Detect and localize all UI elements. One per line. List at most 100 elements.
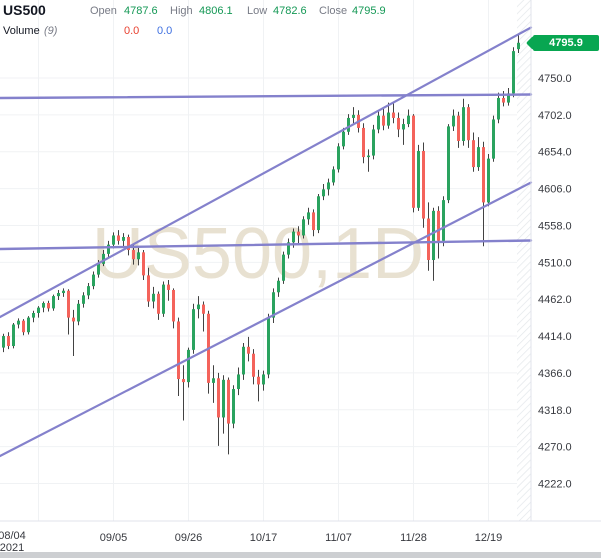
price-axis-label[interactable]: 4318.0: [538, 405, 572, 417]
candle-body: [147, 275, 150, 302]
candle-body: [487, 158, 490, 203]
candle-body: [247, 346, 250, 354]
candle-body: [217, 378, 220, 418]
time-axis-label[interactable]: 11/07: [325, 532, 352, 544]
candle-body: [312, 212, 315, 231]
candle-body: [492, 119, 495, 159]
candle-body: [12, 324, 15, 347]
candle-body: [162, 284, 165, 314]
candle-body: [422, 150, 425, 219]
price-axis-label[interactable]: 4654.0: [538, 147, 572, 159]
candle-body: [337, 146, 340, 170]
close-value: 4795.9: [352, 5, 386, 17]
price-axis-label[interactable]: 4270.0: [538, 442, 572, 454]
candle-body: [7, 336, 10, 347]
candle-body: [512, 51, 515, 94]
candle-body: [272, 292, 275, 318]
candle-body: [387, 112, 390, 126]
price-axis-label[interactable]: 4702.0: [538, 110, 572, 122]
candle-body: [482, 147, 485, 203]
volume-indicator-period: (9): [44, 25, 58, 37]
candle-body: [407, 115, 410, 125]
candle-body: [212, 378, 215, 383]
candle-body: [292, 231, 295, 243]
candle-body: [22, 320, 25, 333]
symbol-title[interactable]: US500: [3, 2, 46, 18]
candle-body: [397, 117, 400, 130]
candle-body: [102, 253, 105, 264]
channel-upper-diagonal[interactable]: [0, 26, 533, 319]
candle-body: [117, 235, 120, 241]
candle-body: [132, 250, 135, 260]
close-label: Close: [319, 5, 348, 17]
candle-body: [452, 115, 455, 127]
candle-body: [517, 42, 520, 50]
candle-body: [152, 293, 155, 302]
candle-body: [187, 349, 190, 383]
candle-body: [67, 290, 70, 318]
time-axis-label[interactable]: 09/05: [100, 532, 128, 544]
candle-body: [392, 112, 395, 118]
candle-body: [17, 320, 20, 325]
time-axis-label[interactable]: 09/26: [175, 532, 203, 544]
time-axis-label[interactable]: 11/28: [400, 532, 427, 544]
volume-indicator-label[interactable]: Volume: [3, 25, 40, 37]
candle-body: [112, 235, 115, 245]
resistance-line-upper[interactable]: [0, 93, 533, 100]
candle-body: [32, 313, 35, 318]
last-price-badge: 4795.9: [533, 34, 599, 51]
price-axis-label[interactable]: 4366.0: [538, 368, 572, 380]
candle-body: [377, 115, 380, 130]
price-axis-label[interactable]: 4462.0: [538, 294, 572, 306]
candle-body: [367, 155, 370, 158]
price-axis-label[interactable]: 4558.0: [538, 220, 572, 232]
candle-body: [42, 303, 45, 308]
candle-body: [227, 379, 230, 424]
candle-body: [372, 129, 375, 156]
candle-body: [107, 244, 110, 254]
price-axis-label[interactable]: 4606.0: [538, 184, 572, 196]
candle-body: [262, 374, 265, 385]
price-axis-label[interactable]: 4414.0: [538, 331, 572, 343]
candle-body: [222, 379, 225, 418]
candle-body: [122, 236, 125, 241]
candle-body: [277, 280, 280, 293]
candle-body: [57, 293, 60, 297]
time-axis-label[interactable]: 10/17: [250, 532, 278, 544]
candle-body: [242, 346, 245, 375]
symbol-watermark: US500,1D: [92, 214, 424, 294]
candle-body: [442, 200, 445, 241]
time-axis-label[interactable]: 08/04: [0, 530, 26, 542]
candle-body: [252, 353, 255, 377]
candle-body: [412, 115, 415, 208]
support-line-mid[interactable]: [0, 239, 533, 251]
price-axis-label[interactable]: 4510.0: [538, 257, 572, 269]
price-axis-label[interactable]: 4222.0: [538, 479, 572, 491]
candle-body: [92, 274, 95, 287]
candle-body: [127, 236, 130, 251]
candle-body: [197, 304, 200, 310]
volume-value-red: 0.0: [124, 25, 140, 37]
time-axis-sublabel: 2021: [0, 542, 24, 554]
high-label: High: [170, 5, 193, 17]
candle-body: [137, 252, 140, 260]
bottom-scroll-strip[interactable]: [0, 552, 601, 558]
candle-body: [347, 117, 350, 132]
channel-lower-diagonal[interactable]: [0, 181, 533, 458]
candle-body: [317, 196, 320, 231]
candle-body: [307, 212, 310, 220]
candle-body: [192, 309, 195, 350]
candle-body: [507, 93, 510, 103]
price-axis-label[interactable]: 4750.0: [538, 73, 572, 85]
volume-value-blue: 0.0: [157, 25, 173, 37]
candle-body: [87, 286, 90, 296]
time-axis-label[interactable]: 12/19: [475, 532, 503, 544]
future-area-hatch: [517, 0, 531, 521]
candle-body: [417, 150, 420, 208]
candle-body: [322, 189, 325, 197]
candle-body: [302, 219, 305, 236]
candle-body: [447, 126, 450, 201]
candle-body: [182, 379, 185, 383]
